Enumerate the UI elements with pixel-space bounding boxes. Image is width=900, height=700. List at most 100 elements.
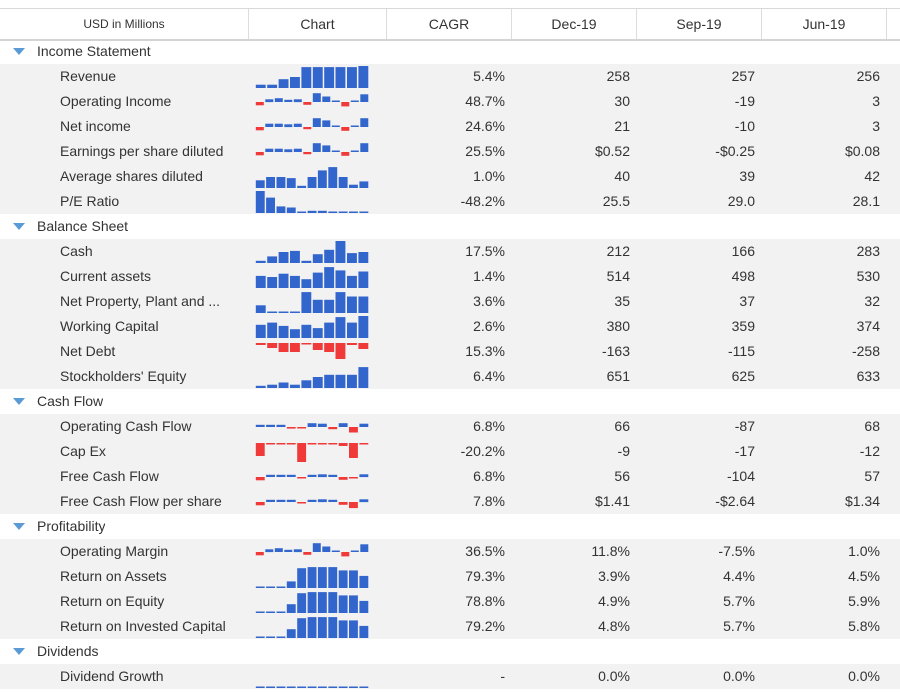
period-value: 32 — [864, 293, 880, 309]
sparkline-chart — [255, 474, 369, 481]
sparkline-bar — [349, 443, 358, 458]
metric-name: Free Cash Flow per share — [60, 493, 222, 509]
sparkline-bar — [255, 477, 265, 481]
sparkline-bar — [301, 279, 312, 288]
sparkline-bar — [286, 604, 296, 613]
section-row[interactable]: Profitability — [0, 514, 900, 539]
period-value: 30 — [614, 93, 630, 109]
table-row[interactable]: Net Debt 15.3% -163 -115 -258 — [0, 339, 900, 364]
sparkline-bar — [358, 343, 369, 349]
header-period-3[interactable]: Jun-19 — [762, 9, 887, 39]
sparkline-bar — [266, 424, 275, 427]
period-value: 1.0% — [848, 543, 880, 559]
sparkline-chart — [255, 567, 369, 588]
section-row[interactable]: Balance Sheet — [0, 214, 900, 239]
sparkline-bar — [341, 102, 350, 107]
sparkline-bar — [324, 299, 335, 313]
sparkline-bar — [347, 253, 357, 263]
table-row[interactable]: Current assets 1.4% 514 498 530 — [0, 264, 900, 289]
header-period-1[interactable]: Dec-19 — [512, 9, 637, 39]
period-value: 514 — [606, 268, 630, 284]
sparkline-bar — [324, 267, 335, 288]
table-row[interactable]: Return on Equity 78.8% 4.9% 5.7% 5.9% — [0, 589, 900, 614]
table-row[interactable]: Dividend Growth - 0.0% 0.0% 0.0% — [0, 664, 900, 689]
table-row[interactable]: Operating Income 48.7% 30 -19 3 — [0, 89, 900, 114]
sparkline-bar — [274, 548, 283, 552]
period-value: 530 — [856, 268, 880, 284]
sparkline-bar — [358, 367, 369, 388]
sparkline-bar — [324, 374, 335, 388]
period-value: 5.7% — [723, 618, 755, 634]
section-row[interactable]: Dividends — [0, 639, 900, 664]
collapse-caret-icon[interactable] — [13, 523, 25, 530]
sparkline-bar — [284, 549, 293, 552]
sparkline-bar — [341, 552, 350, 557]
period-value: -12 — [859, 443, 880, 459]
header-chart-column[interactable]: Chart — [249, 9, 387, 39]
sparkline-bar — [338, 620, 348, 638]
sparkline-bar — [276, 424, 286, 427]
section-row[interactable]: Income Statement — [0, 39, 900, 64]
sparkline-bar — [303, 102, 312, 105]
sparkline-bar — [290, 329, 300, 338]
sparkline-bar — [290, 384, 300, 388]
table-row[interactable]: Free Cash Flow 6.8% 56 -104 57 — [0, 464, 900, 489]
sparkline-bar — [328, 427, 338, 430]
table-row[interactable]: Operating Margin 36.5% 11.8% -7.5% 1.0% — [0, 539, 900, 564]
sparkline-bar — [255, 305, 266, 313]
sparkline-bar — [335, 317, 346, 338]
sparkline-bar — [341, 127, 350, 131]
table-row[interactable]: Cash 17.5% 212 166 283 — [0, 239, 900, 264]
sparkline-bar — [358, 66, 369, 88]
sparkline-bar — [347, 374, 357, 388]
cagr-value: 78.8% — [465, 593, 505, 609]
sparkline-bar — [328, 499, 338, 502]
header-cagr-column[interactable]: CAGR — [387, 9, 512, 39]
sparkline-bar — [322, 546, 331, 552]
period-value: 0.0% — [598, 668, 630, 684]
cagr-value: - — [500, 668, 505, 684]
sparkline-chart — [255, 118, 369, 131]
sparkline-bar — [317, 443, 327, 445]
sparkline-bar — [301, 380, 312, 388]
header-period-2[interactable]: Sep-19 — [637, 9, 762, 39]
table-row[interactable]: Working Capital 2.6% 380 359 374 — [0, 314, 900, 339]
sparkline-bar — [307, 499, 317, 502]
sparkline-bar — [290, 311, 300, 313]
collapse-caret-icon[interactable] — [13, 648, 25, 655]
period-value: -7.5% — [718, 543, 755, 559]
sparkline-bar — [303, 127, 312, 130]
metric-name: Average shares diluted — [60, 168, 203, 184]
collapse-caret-icon[interactable] — [13, 48, 25, 55]
table-row[interactable]: Net income 24.6% 21 -10 3 — [0, 114, 900, 139]
table-row[interactable]: P/E Ratio -48.2% 25.5 29.0 28.1 — [0, 189, 900, 214]
table-row[interactable]: Operating Cash Flow 6.8% 66 -87 68 — [0, 414, 900, 439]
sparkline-bar — [274, 148, 283, 152]
sparkline-bar — [338, 686, 348, 688]
section-row[interactable]: Cash Flow — [0, 389, 900, 414]
collapse-caret-icon[interactable] — [13, 398, 25, 405]
table-row[interactable]: Return on Assets 79.3% 3.9% 4.4% 4.5% — [0, 564, 900, 589]
table-row[interactable]: Net Property, Plant and ... 3.6% 35 37 32 — [0, 289, 900, 314]
period-value: 40 — [614, 168, 630, 184]
sparkline-bar — [338, 211, 348, 213]
sparkline-bar — [301, 324, 312, 338]
table-row[interactable]: Average shares diluted 1.0% 40 39 42 — [0, 164, 900, 189]
table-row[interactable]: Earnings per share diluted 25.5% $0.52 -$0.… — [0, 139, 900, 164]
sparkline-bar — [338, 570, 348, 588]
table-row[interactable]: Revenue 5.4% 258 257 256 — [0, 64, 900, 89]
collapse-caret-icon[interactable] — [13, 223, 25, 230]
table-row[interactable]: Stockholders' Equity 6.4% 651 625 633 — [0, 364, 900, 389]
table-row[interactable]: Free Cash Flow per share 7.8% $1.41 -$2.64 $… — [0, 489, 900, 514]
metric-name: Return on Assets — [60, 568, 167, 584]
sparkline-bar — [255, 385, 266, 388]
header-label-column[interactable]: USD in Millions — [0, 9, 249, 39]
period-value: 498 — [731, 268, 755, 284]
table-row[interactable]: Return on Invested Capital 79.2% 4.8% 5.7% 5… — [0, 614, 900, 639]
sparkline-bar — [307, 686, 317, 688]
sparkline-bar — [290, 250, 300, 263]
table-row[interactable]: Cap Ex -20.2% -9 -17 -12 — [0, 439, 900, 464]
period-value: 5.9% — [848, 593, 880, 609]
sparkline-bar — [284, 124, 293, 128]
cagr-value: 7.8% — [473, 493, 505, 509]
